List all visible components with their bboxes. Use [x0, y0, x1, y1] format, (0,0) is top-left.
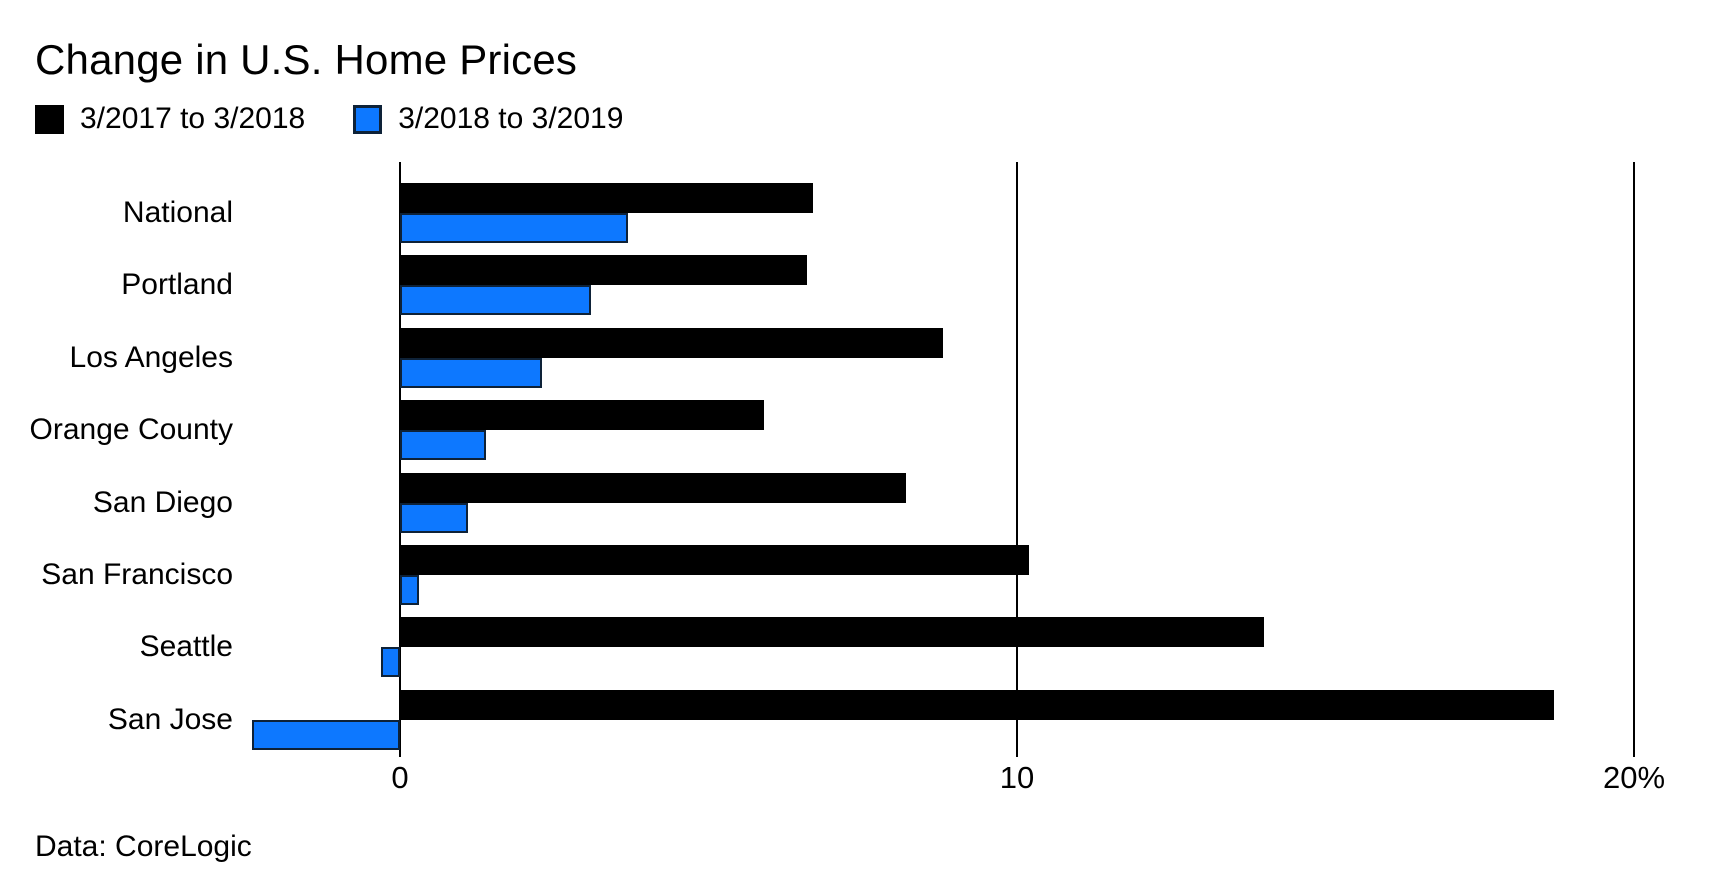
category-label-san-francisco: San Francisco [41, 558, 233, 591]
x-axis-tick-20: 20% [1602, 760, 1666, 795]
source-credit: Data: CoreLogic [35, 830, 252, 863]
legend: 3/2017 to 3/2018 3/2018 to 3/2019 [35, 102, 623, 136]
legend-label-2017-2018: 3/2017 to 3/2018 [80, 102, 306, 135]
bar-black-san-diego [400, 473, 906, 503]
bar-black-national [400, 183, 813, 213]
legend-swatch-2018-2019 [353, 104, 383, 134]
category-label-san-diego: San Diego [92, 486, 233, 519]
x-axis-tick-10: 10 [999, 760, 1035, 795]
bar-black-san-jose [400, 690, 1554, 720]
category-label-los-angeles: Los Angeles [69, 341, 233, 374]
legend-label-2018-2019: 3/2018 to 3/2019 [398, 102, 624, 135]
bar-black-seattle [400, 617, 1264, 647]
bar-black-san-francisco [400, 545, 1029, 575]
bar-black-portland [400, 255, 807, 285]
gridline-20 [1633, 162, 1635, 757]
legend-swatch-2017-2018 [35, 104, 64, 134]
bar-blue-national [400, 213, 628, 243]
bar-blue-san-jose [252, 720, 400, 750]
bar-blue-san-diego [400, 503, 468, 533]
category-label-seattle: Seattle [139, 630, 233, 663]
bar-blue-san-francisco [400, 575, 419, 605]
bar-blue-portland [400, 285, 591, 315]
category-label-portland: Portland [121, 268, 233, 301]
chart-title: Change in U.S. Home Prices [35, 36, 578, 83]
bar-blue-orange-county [400, 430, 486, 460]
category-label-national: National [122, 196, 233, 229]
bar-blue-los-angeles [400, 358, 542, 388]
bar-blue-seattle [381, 647, 400, 677]
bar-black-los-angeles [400, 328, 943, 358]
bar-black-orange-county [400, 400, 764, 430]
category-label-orange-county: Orange County [29, 413, 233, 446]
category-label-san-jose: San Jose [107, 703, 233, 736]
gridline-10 [1016, 162, 1018, 757]
x-axis-tick-0: 0 [391, 760, 409, 795]
